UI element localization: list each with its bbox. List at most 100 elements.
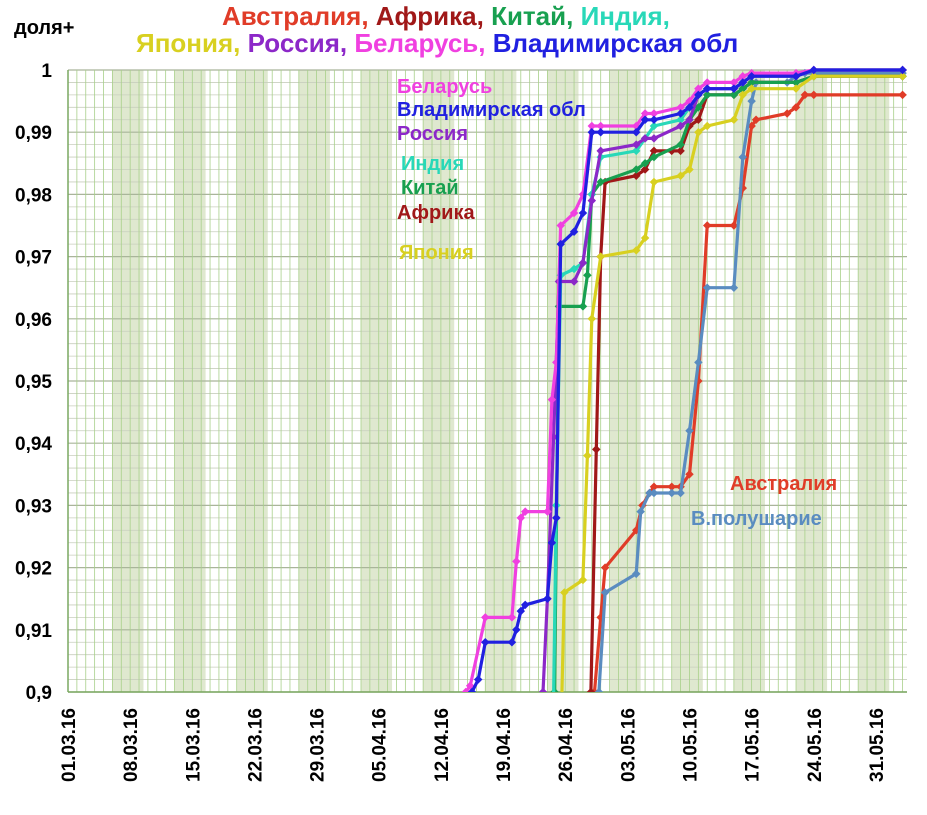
data-point (594, 687, 604, 692)
x-tick-label: 10.05.16 (680, 708, 701, 782)
data-point (636, 507, 645, 516)
data-point (631, 569, 641, 579)
data-point (583, 271, 592, 280)
data-point (481, 613, 490, 622)
y-tick-label: 0,97 (15, 248, 52, 269)
series-annotation: В.полушарие (691, 508, 822, 530)
y-tick-label: 0,9 (26, 683, 52, 704)
y-axis-ticks: 0,9 0,91 0,92 0,93 0,94 0,95 0,96 0,97 0,98 0,99 1 (15, 61, 52, 704)
data-point (685, 470, 694, 479)
data-point (520, 507, 530, 516)
y-axis-label: доля+ (14, 17, 74, 39)
data-point (538, 687, 548, 692)
series-Япония (560, 71, 907, 692)
data-point (547, 538, 557, 547)
data-point (569, 277, 579, 286)
data-point (596, 146, 605, 156)
y-tick-label: 0,93 (15, 496, 52, 517)
series-line (552, 74, 903, 692)
x-tick-label: 31.05.16 (867, 708, 888, 782)
series-Россия (538, 65, 907, 692)
y-tick-label: 0,95 (15, 372, 52, 393)
chart-title: Австралия, Африка, Китай, Индия,Япония, … (136, 1, 738, 58)
x-tick-label: 03.05.16 (618, 708, 639, 782)
y-tick-label: 0,98 (15, 185, 52, 206)
data-point (578, 575, 588, 585)
x-tick-label: 01.03.16 (59, 708, 80, 782)
data-point (569, 264, 579, 274)
data-point (543, 507, 552, 516)
y-tick-label: 0,92 (15, 559, 52, 580)
x-tick-label: 22.03.16 (245, 708, 266, 782)
title-line: Австралия, Африка, Китай, Индия, (222, 1, 670, 31)
title-line: Япония, Россия, Беларусь, Владимирская о… (136, 28, 738, 58)
data-point (547, 395, 557, 404)
data-point (592, 445, 601, 454)
data-point (685, 426, 694, 436)
data-point (600, 563, 610, 572)
title-part: Африка, (376, 1, 491, 31)
title-part: Россия, (248, 28, 355, 58)
data-point (512, 625, 521, 635)
data-point (596, 127, 605, 137)
x-tick-label: 08.03.16 (121, 708, 142, 782)
data-point (667, 482, 676, 491)
data-point (702, 221, 712, 230)
data-point (586, 687, 596, 692)
data-point (600, 588, 610, 597)
y-tick-label: 1 (41, 61, 52, 82)
data-point (649, 488, 659, 498)
data-point (507, 637, 517, 647)
y-tick-label: 0,96 (15, 310, 52, 331)
data-point (587, 127, 597, 137)
data-point (694, 358, 703, 367)
series-annotation: Африка (397, 202, 475, 224)
x-tick-label: 17.05.16 (743, 708, 764, 782)
data-point (578, 302, 588, 311)
data-point (467, 687, 477, 692)
series-annotation: Беларусь (397, 76, 492, 98)
data-point (645, 488, 654, 498)
x-tick-label: 26.04.16 (556, 708, 577, 782)
x-tick-label: 19.04.16 (494, 708, 515, 782)
data-point (543, 594, 552, 603)
data-point (520, 600, 530, 610)
title-part: Австралия, (222, 1, 376, 31)
data-point (729, 283, 739, 292)
data-point (676, 488, 685, 498)
data-point (507, 613, 517, 622)
data-point (473, 675, 483, 684)
series-annotation: Индия (401, 153, 464, 175)
y-tick-label: 0,91 (15, 621, 52, 642)
x-tick-label: 24.05.16 (805, 708, 826, 782)
title-part: Китай, (491, 1, 580, 31)
data-point (461, 687, 470, 692)
data-point (596, 252, 605, 261)
title-part: Япония, (136, 28, 248, 58)
data-point (898, 90, 907, 100)
data-point (552, 513, 561, 523)
series-annotation: Япония (399, 242, 474, 264)
x-tick-label: 29.03.16 (308, 708, 329, 782)
series-line (464, 68, 903, 692)
x-tick-label: 15.03.16 (183, 708, 204, 782)
data-point (560, 588, 569, 597)
data-point (649, 115, 659, 125)
data-point (587, 314, 597, 324)
series-annotation: Россия (397, 123, 468, 145)
title-part: Индия, (581, 1, 670, 31)
data-point (516, 513, 526, 523)
data-point (578, 258, 588, 268)
x-tick-label: 05.04.16 (370, 708, 391, 782)
title-part: Владимирская обл (493, 28, 738, 58)
data-point (481, 637, 490, 647)
data-point (512, 557, 521, 566)
y-tick-label: 0,99 (15, 123, 52, 144)
series-annotation: Китай (401, 177, 459, 199)
data-point (516, 606, 526, 616)
data-point (702, 283, 712, 292)
series-annotation: Владимирская обл (397, 99, 586, 121)
series-Индия (552, 65, 907, 692)
x-tick-label: 12.04.16 (432, 708, 453, 782)
